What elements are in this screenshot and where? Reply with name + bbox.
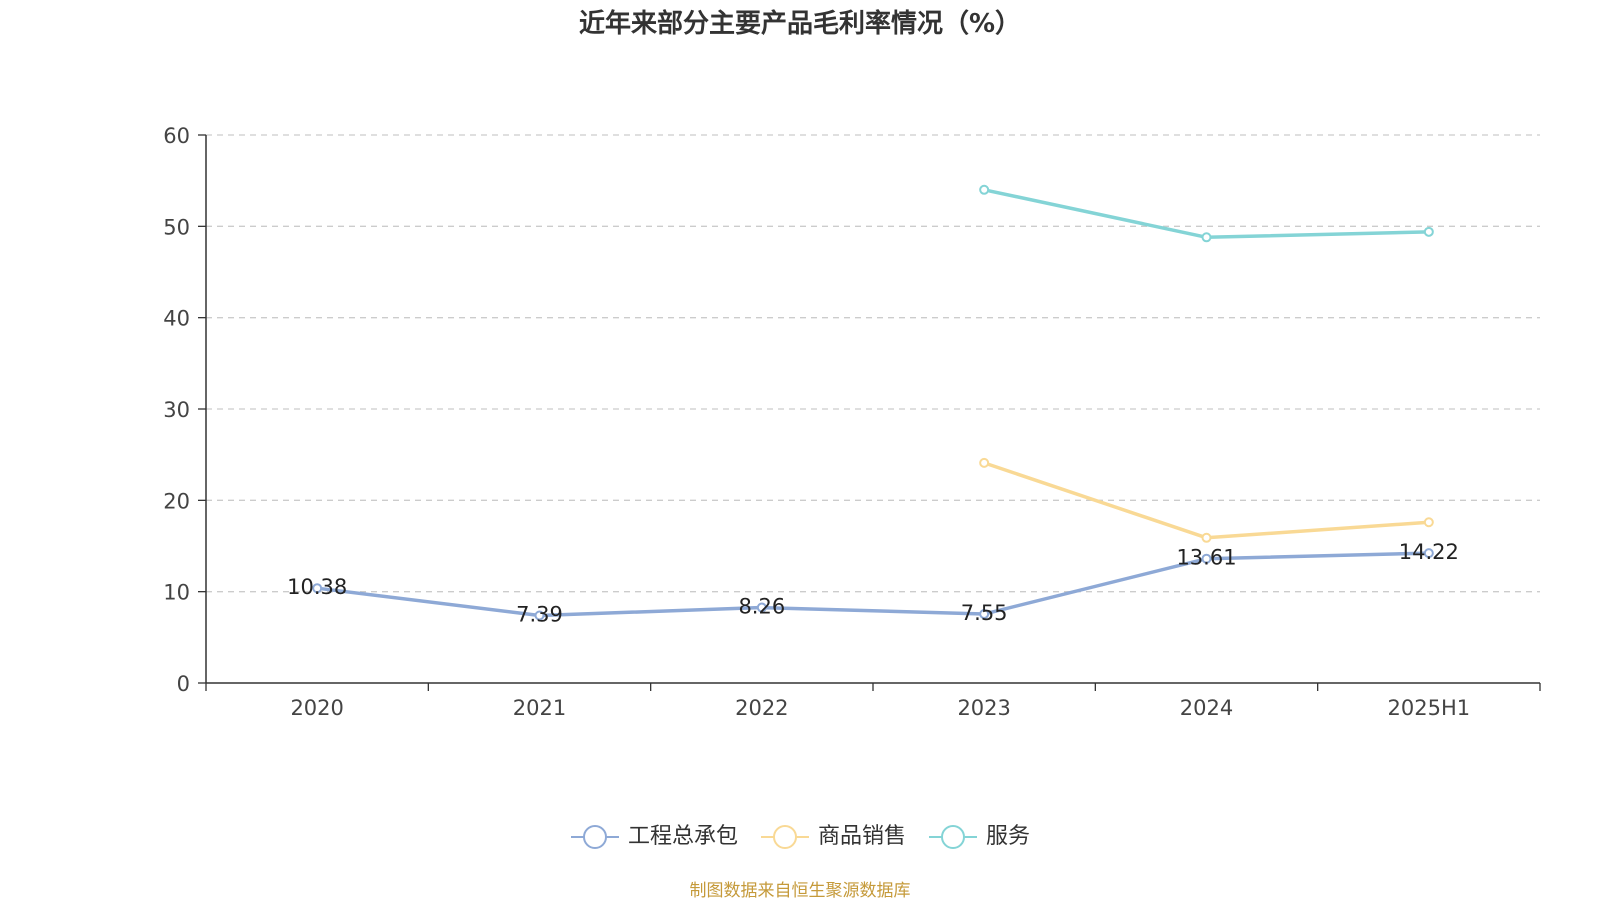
legend-symbol-2 — [929, 825, 977, 849]
series-0-point-5 — [1423, 548, 1434, 559]
series-1-point-3 — [979, 457, 990, 468]
y-tick-label-6: 60 — [163, 124, 190, 148]
x-tick-label-5: 2025H1 — [1388, 696, 1471, 720]
series-0-point-1 — [534, 610, 545, 621]
line-chart: 0 10 20 30 40 50 60 2020 2021 2022 2023 2024 2025H1 1… — [163, 124, 1541, 720]
legend-label-2: 服务 — [986, 824, 1031, 849]
series-1-point-5 — [1423, 517, 1434, 528]
series-line-0 — [316, 551, 1429, 618]
legend-item-0[interactable]: 工程总承包 — [570, 822, 738, 852]
series-2-point-4 — [1201, 232, 1212, 243]
legend-label-0: 工程总承包 — [627, 824, 738, 849]
legend-label-1: 商品销售 — [817, 824, 906, 849]
legend-item-1[interactable]: 商品销售 — [760, 822, 906, 852]
legend-symbol-0 — [570, 825, 619, 849]
x-tick-label-2: 2022 — [735, 696, 788, 720]
series-0-point-2 — [756, 602, 767, 613]
data-label-0-4: 13.61 — [1176, 546, 1236, 570]
series-2-point-3 — [979, 184, 990, 195]
y-tick-label-1: 10 — [163, 581, 190, 605]
y-tick-label-3: 30 — [163, 398, 190, 422]
chart-title: 近年来部分主要产品毛利率情况（%） — [578, 9, 1022, 39]
x-tick-label-3: 2023 — [957, 696, 1010, 720]
y-tick-label-2: 20 — [163, 489, 190, 513]
legend-symbol-1 — [760, 825, 809, 849]
legend-item-2[interactable]: 服务 — [928, 822, 1030, 852]
data-label-0-0: 10.38 — [287, 575, 347, 599]
data-label-0-3: 7.55 — [961, 601, 1008, 625]
data-label-0-5: 14.22 — [1399, 540, 1459, 564]
legend: 工程总承包 商品销售 服务 — [0, 822, 1600, 852]
source-note: 制图数据来自恒生聚源数据库 — [689, 881, 911, 901]
data-label-0-2: 8.26 — [738, 595, 785, 619]
x-tick-label-1: 2021 — [513, 696, 566, 720]
y-tick-label-0: 0 — [177, 672, 190, 696]
data-label-0-1: 7.39 — [516, 603, 563, 627]
y-tick-label-4: 40 — [163, 307, 190, 331]
series-line-2 — [983, 188, 1429, 240]
series-0-point-4 — [1201, 553, 1212, 564]
x-tick-label-0: 2020 — [290, 696, 343, 720]
series-0-point-3 — [979, 609, 990, 620]
y-tick-label-5: 50 — [163, 215, 190, 239]
series-0-point-0 — [312, 583, 323, 594]
series-1-point-4 — [1201, 532, 1212, 543]
series-2-point-5 — [1423, 226, 1434, 237]
x-tick-label-4: 2024 — [1180, 696, 1233, 720]
